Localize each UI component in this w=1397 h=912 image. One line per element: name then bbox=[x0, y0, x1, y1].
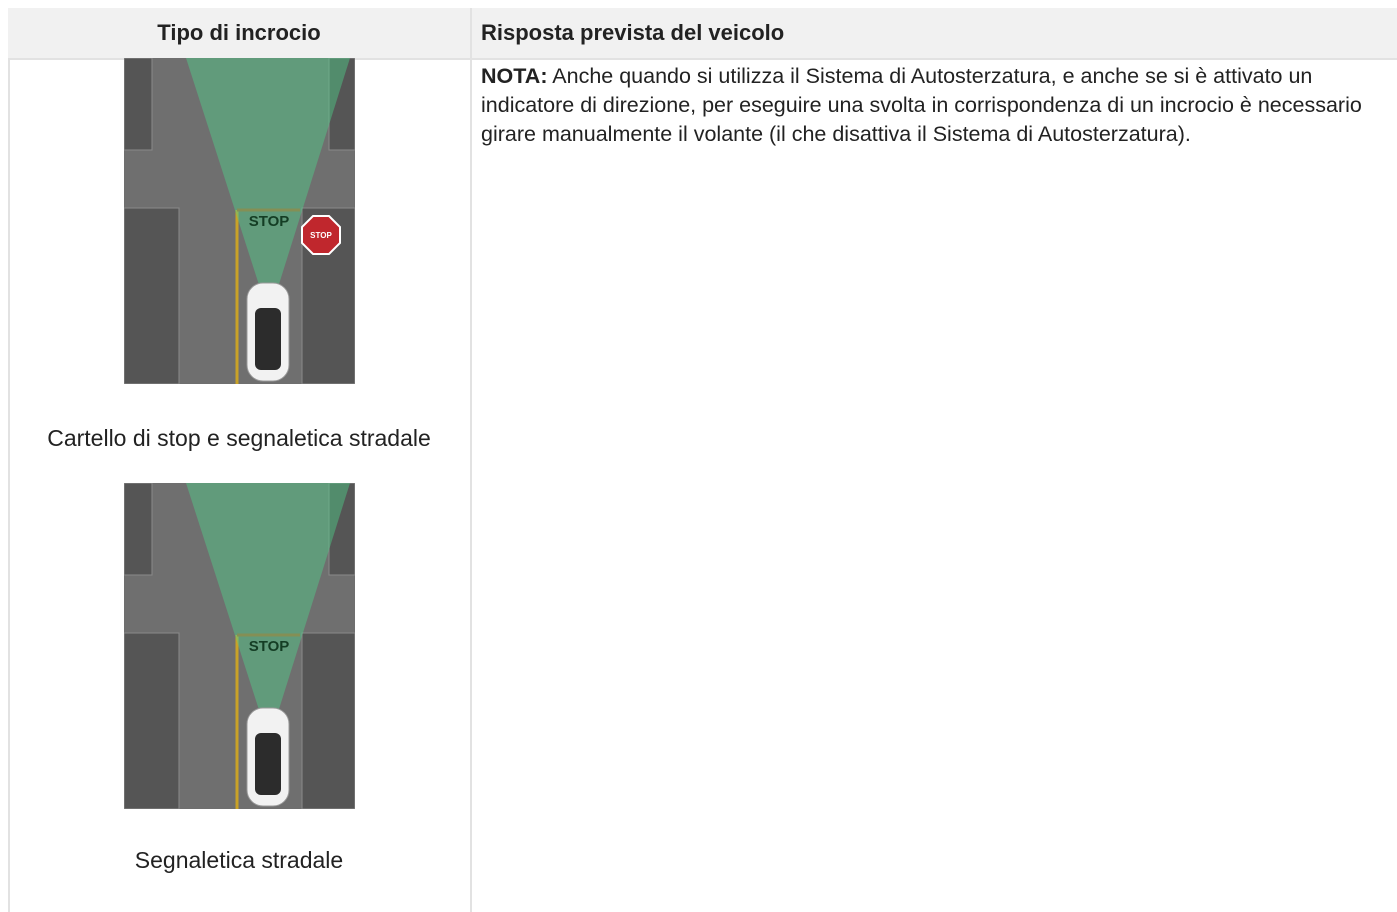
note-text: Anche quando si utilizza il Sistema di A… bbox=[481, 64, 1362, 146]
note-label: NOTA: bbox=[481, 64, 548, 88]
column-divider bbox=[470, 8, 472, 912]
caption: Segnaletica stradale bbox=[134, 847, 344, 873]
road-marking: STOP bbox=[249, 213, 290, 230]
note: NOTA: Anche quando si utilizza il Sistem… bbox=[481, 62, 1391, 149]
stop-sign: STOP bbox=[310, 231, 332, 240]
intersection-illustration: STOP STOP bbox=[124, 58, 355, 384]
header-cell: Tipo di incrocio bbox=[157, 20, 321, 45]
road-marking: STOP bbox=[249, 638, 290, 655]
header-row: Tipo di incrocio Risposta prevista del v… bbox=[8, 8, 1397, 60]
table: Tipo di incrocio Risposta prevista del v… bbox=[8, 8, 1397, 912]
caption: Cartello di stop e segnaletica stradale bbox=[47, 425, 431, 451]
header-cell: Risposta prevista del veicolo bbox=[481, 20, 785, 45]
table-border bbox=[8, 58, 10, 912]
intersection-illustration: STOP bbox=[124, 483, 355, 809]
